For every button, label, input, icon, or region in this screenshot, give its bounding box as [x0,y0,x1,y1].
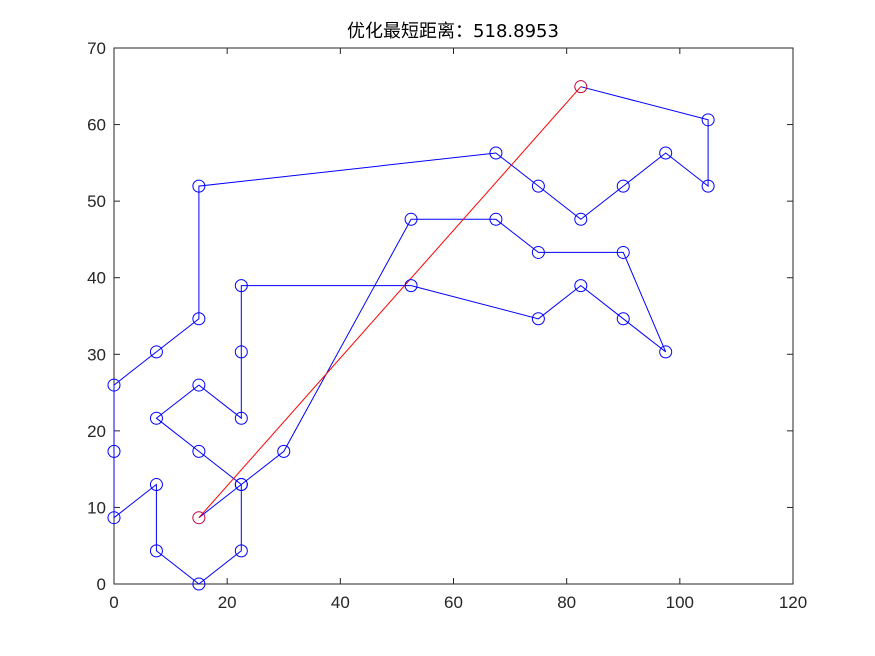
y-tick-label: 20 [87,422,106,441]
route-line [113,86,709,585]
city-marker [192,577,206,591]
city-marker [192,312,206,326]
city-marker [192,179,206,193]
endpoint-marker [574,80,588,94]
city-marker [277,444,291,458]
city-marker [701,113,715,127]
city-marker [489,212,503,226]
y-tick-label: 10 [87,498,106,517]
x-tick-label: 80 [557,593,576,612]
city-marker [531,312,545,326]
y-tick-label: 60 [87,116,106,135]
x-tick-label: 120 [779,593,807,612]
x-tick-label: 0 [109,593,118,612]
city-marker [107,378,121,392]
plot-area [113,47,794,585]
city-marker [192,378,206,392]
x-tick-label: 100 [666,593,694,612]
closing-line [198,86,582,519]
city-marker [234,544,248,558]
y-tick-label: 70 [87,39,106,58]
city-marker [404,279,418,293]
city-marker [192,444,206,458]
city-marker [574,212,588,226]
city-marker [234,478,248,492]
city-marker [149,478,163,492]
city-marker [234,411,248,425]
city-marker [531,245,545,259]
city-marker [489,146,503,160]
city-marker [149,544,163,558]
city-marker [234,279,248,293]
y-tick-label: 30 [87,345,106,364]
x-tick-label: 20 [218,593,237,612]
y-tick-label: 50 [87,192,106,211]
marker-layer [107,80,715,591]
route-layer [113,86,709,585]
axis-ticks: 0 20 40 60 80 100 120 0 10 20 30 40 50 60 70 [87,39,807,612]
y-tick-label: 40 [87,269,106,288]
x-tick-label: 60 [444,593,463,612]
city-marker [404,212,418,226]
city-marker [107,511,121,525]
city-marker [701,179,715,193]
city-marker [659,146,673,160]
city-marker [616,179,630,193]
x-tick-label: 40 [331,593,350,612]
city-marker [149,345,163,359]
city-marker [574,279,588,293]
y-tick-label: 0 [97,575,106,594]
chart-title: 优化最短距离：518.8953 [347,21,559,42]
city-marker [234,345,248,359]
endpoint-marker [192,511,206,525]
closing-layer [198,86,582,519]
city-marker [149,411,163,425]
city-marker [659,345,673,359]
city-marker [616,312,630,326]
city-marker [107,444,121,458]
city-marker [531,179,545,193]
city-marker [616,245,630,259]
